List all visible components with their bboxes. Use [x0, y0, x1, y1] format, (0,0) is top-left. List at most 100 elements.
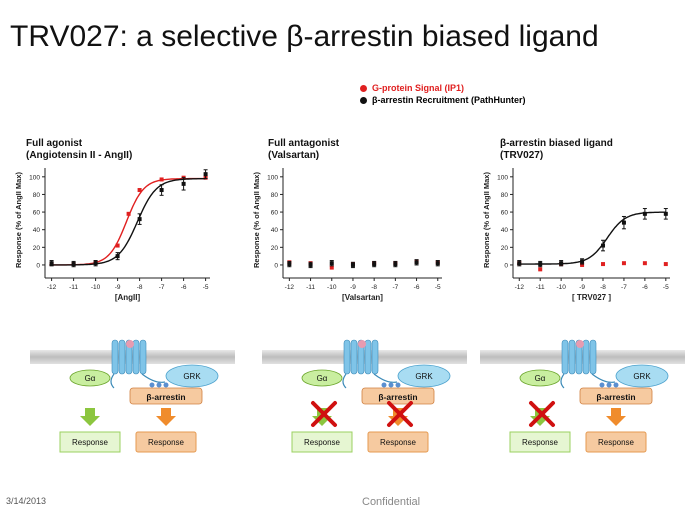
- data-point: [93, 261, 98, 266]
- data-point: [621, 220, 626, 225]
- grk-shape: [397, 364, 451, 388]
- galpha-label: Gα: [317, 374, 328, 383]
- panel-title-biased: β-arrestin biased ligand (TRV027): [500, 138, 613, 162]
- response-box-orange: [135, 431, 197, 453]
- data-point: [49, 261, 54, 266]
- chart-1: 0 20 40 60 80 100 -12 -11 -10 -9 -8 -7 -6 -5 [Valsarta…: [252, 168, 442, 302]
- data-point: [393, 262, 398, 267]
- galpha-shape: [301, 369, 343, 387]
- ligand: [576, 340, 584, 348]
- y-tick-label: 100: [29, 174, 40, 181]
- y-tick-label: 100: [267, 174, 278, 181]
- helix: [568, 339, 576, 375]
- y-tick-label: 80: [501, 192, 509, 199]
- panel-title-agonist: Full agonist (Angiotensin II - AngII): [26, 138, 132, 162]
- response-label: Response: [522, 438, 559, 447]
- helix: [125, 339, 133, 375]
- x-tick-label: -10: [556, 284, 566, 291]
- data-point: [601, 262, 606, 267]
- x-tick-label: -11: [306, 284, 315, 291]
- arrestin-label: β-arrestin: [596, 392, 635, 402]
- chart-legend: G-protein Signal (IP1) β-arrestin Recrui…: [360, 82, 526, 106]
- data-point: [517, 261, 522, 266]
- y-tick-label: 0: [274, 262, 278, 269]
- legend-item-gprotein: G-protein Signal (IP1): [360, 82, 526, 94]
- arrestin-shape: [361, 387, 435, 405]
- intracellular-loop: [342, 373, 347, 389]
- response-label: Response: [598, 438, 635, 447]
- x-tick-label: -12: [47, 284, 57, 291]
- data-point: [538, 267, 543, 272]
- helix: [118, 339, 126, 375]
- membrane-band: [262, 350, 467, 364]
- y-tick-label: 20: [33, 245, 41, 252]
- x-tick-label: -10: [91, 284, 101, 291]
- orange-arrow-icon: [156, 408, 176, 426]
- data-point: [642, 211, 647, 216]
- data-point: [538, 262, 543, 267]
- x-axis-label: [Valsartan]: [342, 293, 383, 302]
- x-tick-label: -11: [536, 284, 545, 291]
- data-point: [621, 261, 626, 266]
- phosphate-dot: [388, 382, 394, 388]
- helix: [357, 339, 365, 375]
- x-tick-label: -8: [371, 284, 377, 291]
- panel-title-biased-line1: β-arrestin biased ligand: [500, 138, 613, 149]
- x-tick-label: -9: [350, 284, 356, 291]
- y-tick-label: 60: [501, 210, 509, 217]
- panel-title-agonist-line1: Full agonist: [26, 138, 83, 149]
- block-cross-icon: [311, 401, 337, 427]
- membrane-band: [480, 350, 685, 364]
- ligand: [358, 340, 366, 348]
- response-label: Response: [304, 438, 341, 447]
- helix: [575, 339, 583, 375]
- data-point: [559, 261, 564, 266]
- y-tick-label: 40: [33, 227, 41, 234]
- data-point: [181, 181, 186, 186]
- response-box-green: [291, 431, 353, 453]
- x-tick-label: -5: [435, 284, 441, 291]
- phosphate-dot: [606, 382, 612, 388]
- footer-confidential: Confidential: [362, 496, 421, 508]
- intracellular-loop: [110, 373, 115, 389]
- data-point: [159, 177, 164, 182]
- chart-2: 0 20 40 60 80 100 -12 -11 -10 -9 -8 -7 -6 -5 [ TRV027 …: [482, 168, 670, 302]
- data-point: [663, 211, 668, 216]
- galpha-shape: [69, 369, 111, 387]
- grk-shape: [615, 364, 669, 388]
- chart-0: 0 20 40 60 80 100 -12 -11 -10 -9 -8 -7 -6 -5 [AngII] Re…: [14, 168, 210, 302]
- helix: [139, 339, 147, 375]
- x-tick-label: -9: [579, 284, 585, 291]
- grk-label: GRK: [415, 372, 433, 381]
- block-cross-icon: [387, 401, 413, 427]
- c-tail: [141, 373, 166, 383]
- fit-curve-0: [49, 177, 206, 266]
- helix: [582, 339, 590, 375]
- y-axis-label: Response (% of AngII Max): [482, 172, 491, 268]
- legend-label-gprotein: G-protein Signal (IP1): [372, 83, 465, 93]
- y-tick-label: 80: [271, 192, 279, 199]
- data-point: [203, 172, 208, 177]
- helix: [371, 339, 379, 375]
- slide-title: TRV027: a selective β-arrestin biased li…: [10, 20, 599, 53]
- panel-title-biased-line2: (TRV027): [500, 150, 544, 161]
- panel-title-agonist-line2: (Angiotensin II - AngII): [26, 150, 133, 161]
- helix: [561, 339, 569, 375]
- y-tick-label: 20: [501, 245, 509, 252]
- x-tick-label: -6: [181, 284, 187, 291]
- x-tick-label: -7: [392, 284, 398, 291]
- phosphate-dot: [599, 382, 605, 388]
- c-tail: [373, 373, 398, 383]
- helix: [132, 339, 140, 375]
- x-tick-label: -5: [663, 284, 669, 291]
- response-label: Response: [380, 438, 417, 447]
- x-tick-label: -8: [137, 284, 143, 291]
- x-tick-label: -10: [327, 284, 337, 291]
- grk-label: GRK: [183, 372, 201, 381]
- phosphate-dot: [149, 382, 155, 388]
- panel-title-antagonist-line2: (Valsartan): [268, 150, 320, 161]
- data-point: [329, 265, 334, 270]
- phosphate-dot: [613, 382, 619, 388]
- y-tick-label: 20: [271, 245, 279, 252]
- y-tick-label: 0: [504, 262, 508, 269]
